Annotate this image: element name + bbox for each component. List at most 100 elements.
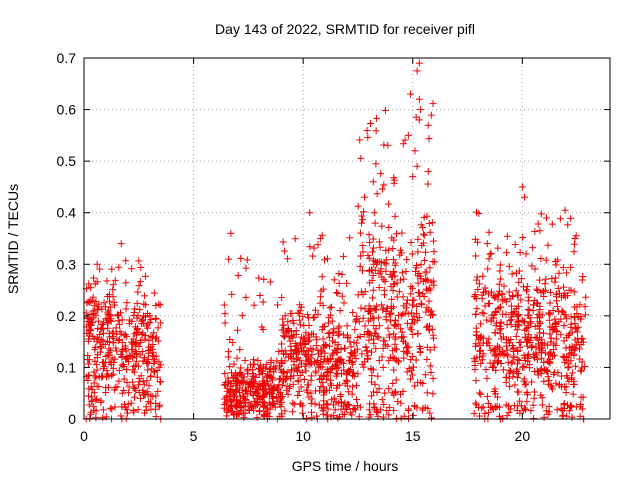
data-point <box>564 221 572 229</box>
data-point <box>429 390 437 398</box>
data-point <box>574 323 582 331</box>
data-point <box>372 306 380 314</box>
data-point <box>579 338 587 346</box>
data-point <box>156 301 164 309</box>
data-point <box>531 265 539 273</box>
data-point <box>307 376 315 384</box>
data-point <box>91 372 99 380</box>
data-point <box>425 220 433 228</box>
data-point <box>359 208 367 216</box>
data-point <box>319 301 327 309</box>
data-point <box>404 343 412 351</box>
data-point <box>335 322 343 330</box>
data-point <box>524 324 532 332</box>
data-point <box>341 410 349 418</box>
data-point <box>568 369 576 377</box>
data-point <box>478 309 486 317</box>
data-point <box>563 372 571 380</box>
data-point <box>130 309 138 317</box>
data-point <box>376 243 384 251</box>
data-point <box>478 356 486 364</box>
data-point <box>123 405 131 413</box>
data-point <box>508 292 516 300</box>
data-point <box>235 410 243 418</box>
data-point <box>495 280 503 288</box>
data-point <box>337 391 345 399</box>
data-point <box>403 319 411 327</box>
data-point <box>97 324 105 332</box>
data-point <box>524 354 532 362</box>
data-point <box>131 330 139 338</box>
data-point <box>391 322 399 330</box>
data-point <box>313 358 321 366</box>
data-point <box>306 243 314 251</box>
data-point <box>290 361 298 369</box>
data-point <box>150 360 158 368</box>
data-point <box>407 283 415 291</box>
data-point <box>540 377 548 385</box>
data-point <box>135 257 143 265</box>
data-point <box>307 389 315 397</box>
data-point <box>85 372 93 380</box>
data-point <box>508 341 516 349</box>
data-point <box>334 331 342 339</box>
data-point <box>372 345 380 353</box>
x-tick-label: 0 <box>80 428 88 444</box>
data-point <box>297 360 305 368</box>
data-point <box>343 405 351 413</box>
data-point <box>308 330 316 338</box>
data-point <box>419 406 427 414</box>
data-point <box>547 338 555 346</box>
data-point <box>93 338 101 346</box>
data-point <box>127 399 135 407</box>
data-point <box>113 347 121 355</box>
data-point <box>319 285 327 293</box>
data-point <box>547 381 555 389</box>
data-point <box>381 341 389 349</box>
data-point <box>487 288 495 296</box>
data-point <box>369 244 377 252</box>
data-point <box>229 339 237 347</box>
data-point <box>378 396 386 404</box>
data-point <box>514 370 522 378</box>
data-point <box>320 358 328 366</box>
data-point <box>135 282 143 290</box>
data-point <box>152 301 160 309</box>
data-point <box>279 321 287 329</box>
data-point <box>386 317 394 325</box>
data-point <box>369 235 377 243</box>
data-point <box>151 368 159 376</box>
data-point <box>389 245 397 253</box>
data-point <box>555 318 563 326</box>
data-point <box>90 302 98 310</box>
data-point <box>359 216 367 224</box>
data-point <box>391 261 399 269</box>
data-point <box>121 344 129 352</box>
data-point <box>494 351 502 359</box>
data-point <box>388 295 396 303</box>
data-point <box>415 59 423 67</box>
data-point <box>98 336 106 344</box>
data-point <box>328 365 336 373</box>
data-point <box>365 307 373 315</box>
data-point <box>375 284 383 292</box>
data-point <box>399 293 407 301</box>
data-point <box>363 127 371 135</box>
data-point <box>562 344 570 352</box>
data-point <box>292 355 300 363</box>
data-point <box>249 391 257 399</box>
data-point <box>302 367 310 375</box>
data-point <box>254 398 262 406</box>
data-point <box>382 313 390 321</box>
data-point <box>528 378 536 386</box>
data-point <box>391 316 399 324</box>
data-point <box>223 400 231 408</box>
data-point <box>226 388 234 396</box>
data-point <box>332 289 340 297</box>
data-point <box>371 219 379 227</box>
data-point <box>140 300 148 308</box>
data-point <box>296 372 304 380</box>
data-point <box>570 380 578 388</box>
data-point <box>373 114 381 122</box>
data-point <box>537 210 545 218</box>
